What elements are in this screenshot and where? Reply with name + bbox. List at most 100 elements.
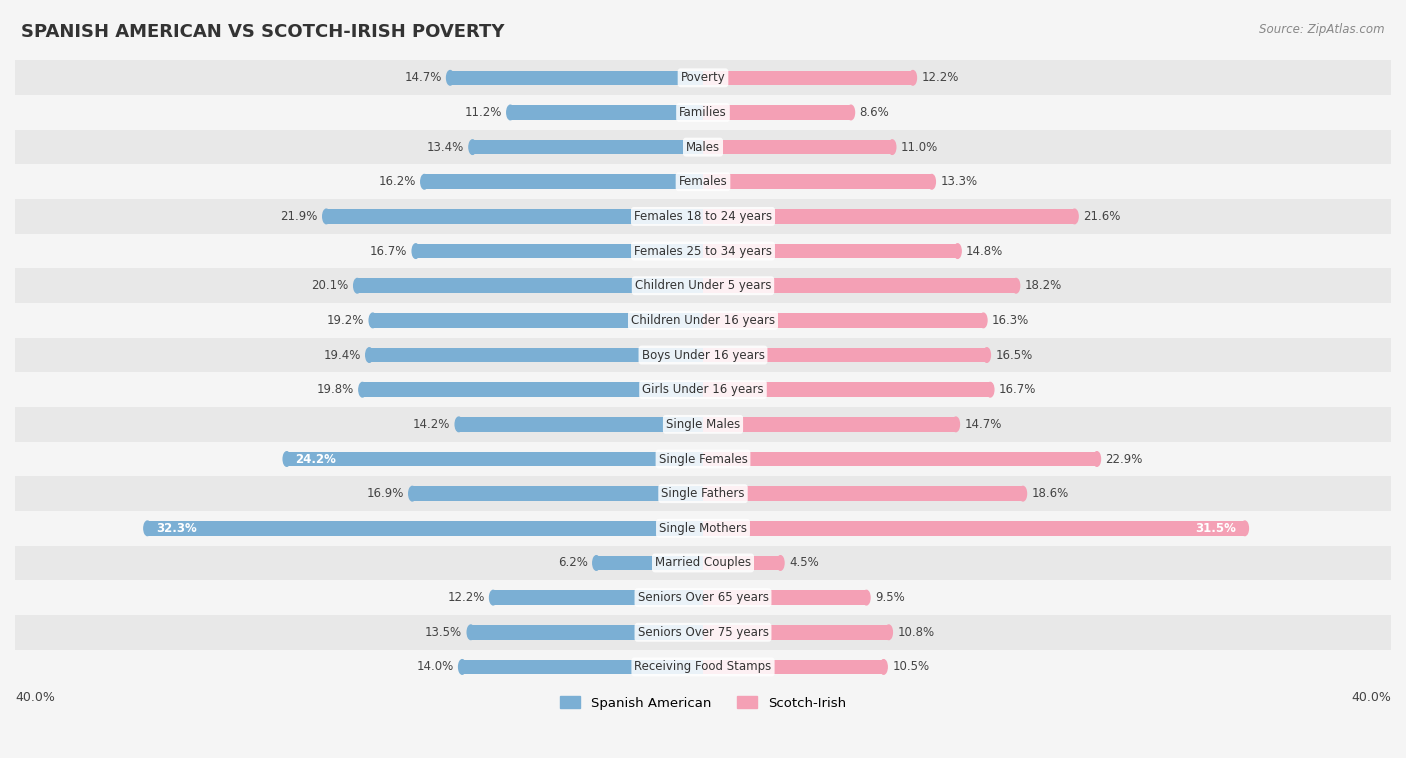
Bar (703, 348, 987, 362)
Text: 14.2%: 14.2% (413, 418, 450, 431)
Text: Males: Males (686, 141, 720, 154)
Text: SPANISH AMERICAN VS SCOTCH-IRISH POVERTY: SPANISH AMERICAN VS SCOTCH-IRISH POVERTY (21, 23, 505, 41)
Text: 18.2%: 18.2% (1025, 279, 1062, 293)
Circle shape (283, 452, 291, 466)
Text: 16.9%: 16.9% (367, 487, 404, 500)
Circle shape (983, 348, 990, 362)
Circle shape (1071, 209, 1078, 224)
Circle shape (412, 244, 419, 258)
Circle shape (910, 70, 917, 85)
Text: 31.5%: 31.5% (1195, 522, 1236, 535)
Bar (15, 164, 1391, 199)
Bar (703, 417, 956, 431)
Circle shape (952, 417, 959, 431)
Text: Receiving Food Stamps: Receiving Food Stamps (634, 660, 772, 673)
Circle shape (470, 139, 477, 155)
Text: Females: Females (679, 175, 727, 188)
Bar (15, 233, 1391, 268)
Bar (326, 209, 703, 224)
Bar (458, 417, 703, 431)
Bar (596, 556, 703, 570)
Text: 13.5%: 13.5% (425, 626, 463, 639)
Circle shape (409, 487, 416, 501)
Bar (703, 487, 1024, 501)
Bar (703, 659, 883, 674)
Circle shape (928, 174, 935, 189)
Bar (15, 546, 1391, 581)
Bar (703, 556, 780, 570)
Circle shape (143, 521, 150, 536)
Bar (15, 61, 1391, 96)
Bar (472, 139, 703, 155)
Bar (425, 174, 703, 189)
Bar (703, 625, 889, 640)
Text: 16.2%: 16.2% (378, 175, 416, 188)
Bar (15, 338, 1391, 372)
Text: Children Under 16 years: Children Under 16 years (631, 314, 775, 327)
Bar (287, 452, 703, 466)
Bar (15, 476, 1391, 511)
Circle shape (458, 659, 465, 674)
Circle shape (1094, 452, 1101, 466)
Text: 9.5%: 9.5% (875, 591, 904, 604)
Text: Families: Families (679, 106, 727, 119)
Circle shape (987, 383, 994, 397)
Bar (373, 313, 703, 327)
Circle shape (447, 70, 454, 85)
Text: Single Females: Single Females (658, 453, 748, 465)
Bar (703, 313, 983, 327)
Circle shape (366, 348, 373, 362)
Bar (703, 521, 1244, 536)
Bar (494, 590, 703, 605)
Circle shape (420, 174, 427, 189)
Text: 16.7%: 16.7% (370, 245, 408, 258)
Circle shape (980, 313, 987, 327)
Bar (703, 590, 866, 605)
Text: 13.3%: 13.3% (941, 175, 977, 188)
Text: 16.7%: 16.7% (998, 384, 1036, 396)
Text: 12.2%: 12.2% (921, 71, 959, 84)
Text: 32.3%: 32.3% (156, 522, 197, 535)
Text: 4.5%: 4.5% (789, 556, 818, 569)
Text: 11.2%: 11.2% (464, 106, 502, 119)
Bar (15, 442, 1391, 476)
Text: 16.3%: 16.3% (993, 314, 1029, 327)
Text: 18.6%: 18.6% (1032, 487, 1069, 500)
Bar (357, 278, 703, 293)
Bar (463, 659, 703, 674)
Text: Single Males: Single Males (666, 418, 740, 431)
Circle shape (370, 313, 377, 327)
Bar (471, 625, 703, 640)
Bar (15, 130, 1391, 164)
Circle shape (1019, 487, 1026, 501)
Text: Seniors Over 65 years: Seniors Over 65 years (637, 591, 769, 604)
Text: 8.6%: 8.6% (859, 106, 889, 119)
Circle shape (506, 105, 515, 120)
Bar (703, 209, 1074, 224)
Text: Source: ZipAtlas.com: Source: ZipAtlas.com (1260, 23, 1385, 36)
Bar (15, 650, 1391, 684)
Bar (370, 348, 703, 362)
Text: 16.5%: 16.5% (995, 349, 1032, 362)
Text: 21.9%: 21.9% (280, 210, 318, 223)
Text: 10.8%: 10.8% (897, 626, 935, 639)
Text: 11.0%: 11.0% (901, 141, 938, 154)
Circle shape (1012, 278, 1019, 293)
Bar (15, 199, 1391, 233)
Bar (15, 268, 1391, 303)
Bar (703, 70, 912, 85)
Circle shape (456, 417, 463, 431)
Circle shape (593, 556, 600, 570)
Bar (703, 139, 893, 155)
Bar (510, 105, 703, 120)
Bar (416, 244, 703, 258)
Circle shape (880, 659, 887, 674)
Text: 19.4%: 19.4% (323, 349, 361, 362)
Text: 19.8%: 19.8% (316, 384, 354, 396)
Bar (15, 303, 1391, 338)
Text: 14.7%: 14.7% (404, 71, 441, 84)
Circle shape (467, 625, 474, 640)
Circle shape (489, 590, 496, 605)
Text: 12.2%: 12.2% (447, 591, 485, 604)
Text: 22.9%: 22.9% (1105, 453, 1143, 465)
